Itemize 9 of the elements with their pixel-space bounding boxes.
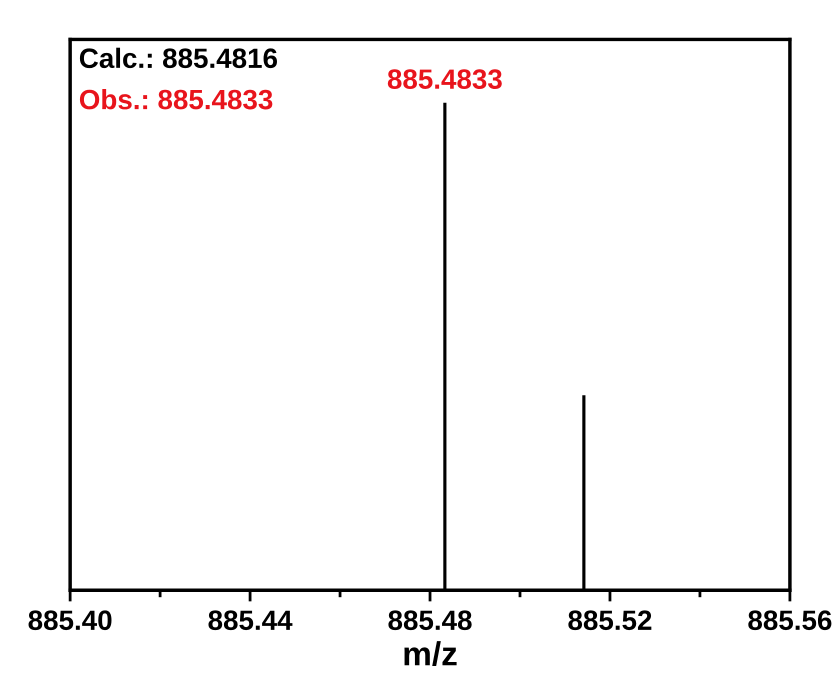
x-tick-label: 885.40 — [28, 610, 112, 630]
x-tick-label: 885.48 — [388, 610, 472, 630]
x-tick-label: 885.56 — [748, 610, 832, 630]
x-tick-label: 885.44 — [208, 610, 292, 630]
x-tick-label: 885.52 — [568, 610, 652, 630]
text: Calc.: 885.4816 — [80, 48, 277, 68]
x-axis-title: m/z — [404, 641, 457, 666]
annotation: 885.4833 — [388, 69, 502, 90]
annotation: Obs.: 885.4833 — [80, 89, 272, 110]
